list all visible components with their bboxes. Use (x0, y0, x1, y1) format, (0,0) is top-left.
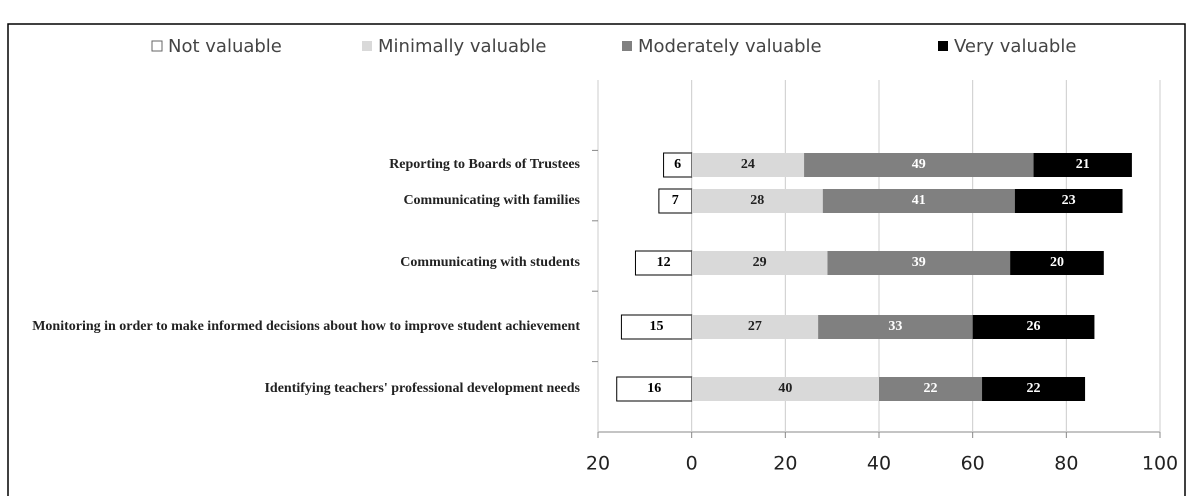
bar-segment (972, 315, 1095, 339)
x-tick-label: 0 (686, 453, 698, 475)
legend-label: Minimally valuable (378, 36, 547, 57)
legend-label: Not valuable (168, 36, 282, 57)
category-label: Identifying teachers' professional devel… (0, 379, 580, 399)
x-tick-label: 60 (961, 453, 985, 475)
data-label: 16 (647, 381, 661, 396)
category-label: Communicating with students (0, 253, 580, 273)
data-label: 6 (674, 157, 681, 172)
category-text: Communicating with students (400, 255, 580, 270)
category-label: Communicating with families (0, 191, 580, 211)
category-label: Monitoring in order to make informed dec… (0, 317, 580, 337)
legend-swatch (622, 41, 632, 51)
bar-segment (1010, 251, 1104, 275)
category-text: Communicating with families (403, 193, 580, 208)
bar-segment (1033, 153, 1132, 177)
data-label: 26 (1027, 319, 1041, 334)
data-label: 28 (750, 193, 764, 208)
bar-segment (634, 250, 693, 276)
bar-segment (691, 153, 805, 177)
bar-segment (982, 377, 1086, 401)
data-label: 15 (650, 319, 664, 334)
x-tick-label: 40 (867, 453, 891, 475)
data-label: 22 (1027, 381, 1041, 396)
bar-segment (827, 251, 1011, 275)
data-label: 22 (924, 381, 938, 396)
x-tick-label: 20 (586, 453, 610, 475)
data-label: 24 (741, 157, 755, 172)
category-text: Reporting to Boards of Trustees (389, 157, 580, 172)
bar-segment (620, 314, 693, 340)
data-label: 41 (912, 193, 926, 208)
data-label: 33 (888, 319, 902, 334)
category-label: Reporting to Boards of Trustees (0, 155, 580, 175)
legend-swatch (938, 41, 948, 51)
x-tick-label: 80 (1054, 453, 1078, 475)
bar-segment (818, 315, 973, 339)
data-label: 39 (912, 255, 926, 270)
data-label: 40 (778, 381, 792, 396)
data-label: 12 (657, 255, 671, 270)
data-label: 23 (1062, 193, 1076, 208)
legend-swatch (151, 40, 163, 52)
x-tick-label: 100 (1142, 453, 1178, 475)
bar-segment (663, 152, 693, 178)
bar-segment (1014, 189, 1123, 213)
legend-label: Very valuable (954, 36, 1076, 57)
data-label: 29 (753, 255, 767, 270)
bar-segment (879, 377, 983, 401)
bar-segment (691, 251, 828, 275)
frame (7, 23, 1186, 496)
bar-segment (691, 189, 823, 213)
data-label: 49 (912, 157, 926, 172)
bar-segment (804, 153, 1034, 177)
bar-segment (691, 377, 879, 401)
bar-segment (691, 315, 819, 339)
data-label: 21 (1076, 157, 1090, 172)
data-label: 7 (672, 193, 679, 208)
category-text: Monitoring in order to make informed dec… (32, 319, 580, 334)
data-label: 20 (1050, 255, 1064, 270)
legend-label: Moderately valuable (638, 36, 822, 57)
category-text: Identifying teachers' professional devel… (264, 381, 580, 396)
legend-swatch (362, 41, 372, 51)
bar-segment (822, 189, 1015, 213)
x-tick-label: 20 (773, 453, 797, 475)
data-label: 27 (748, 319, 762, 334)
